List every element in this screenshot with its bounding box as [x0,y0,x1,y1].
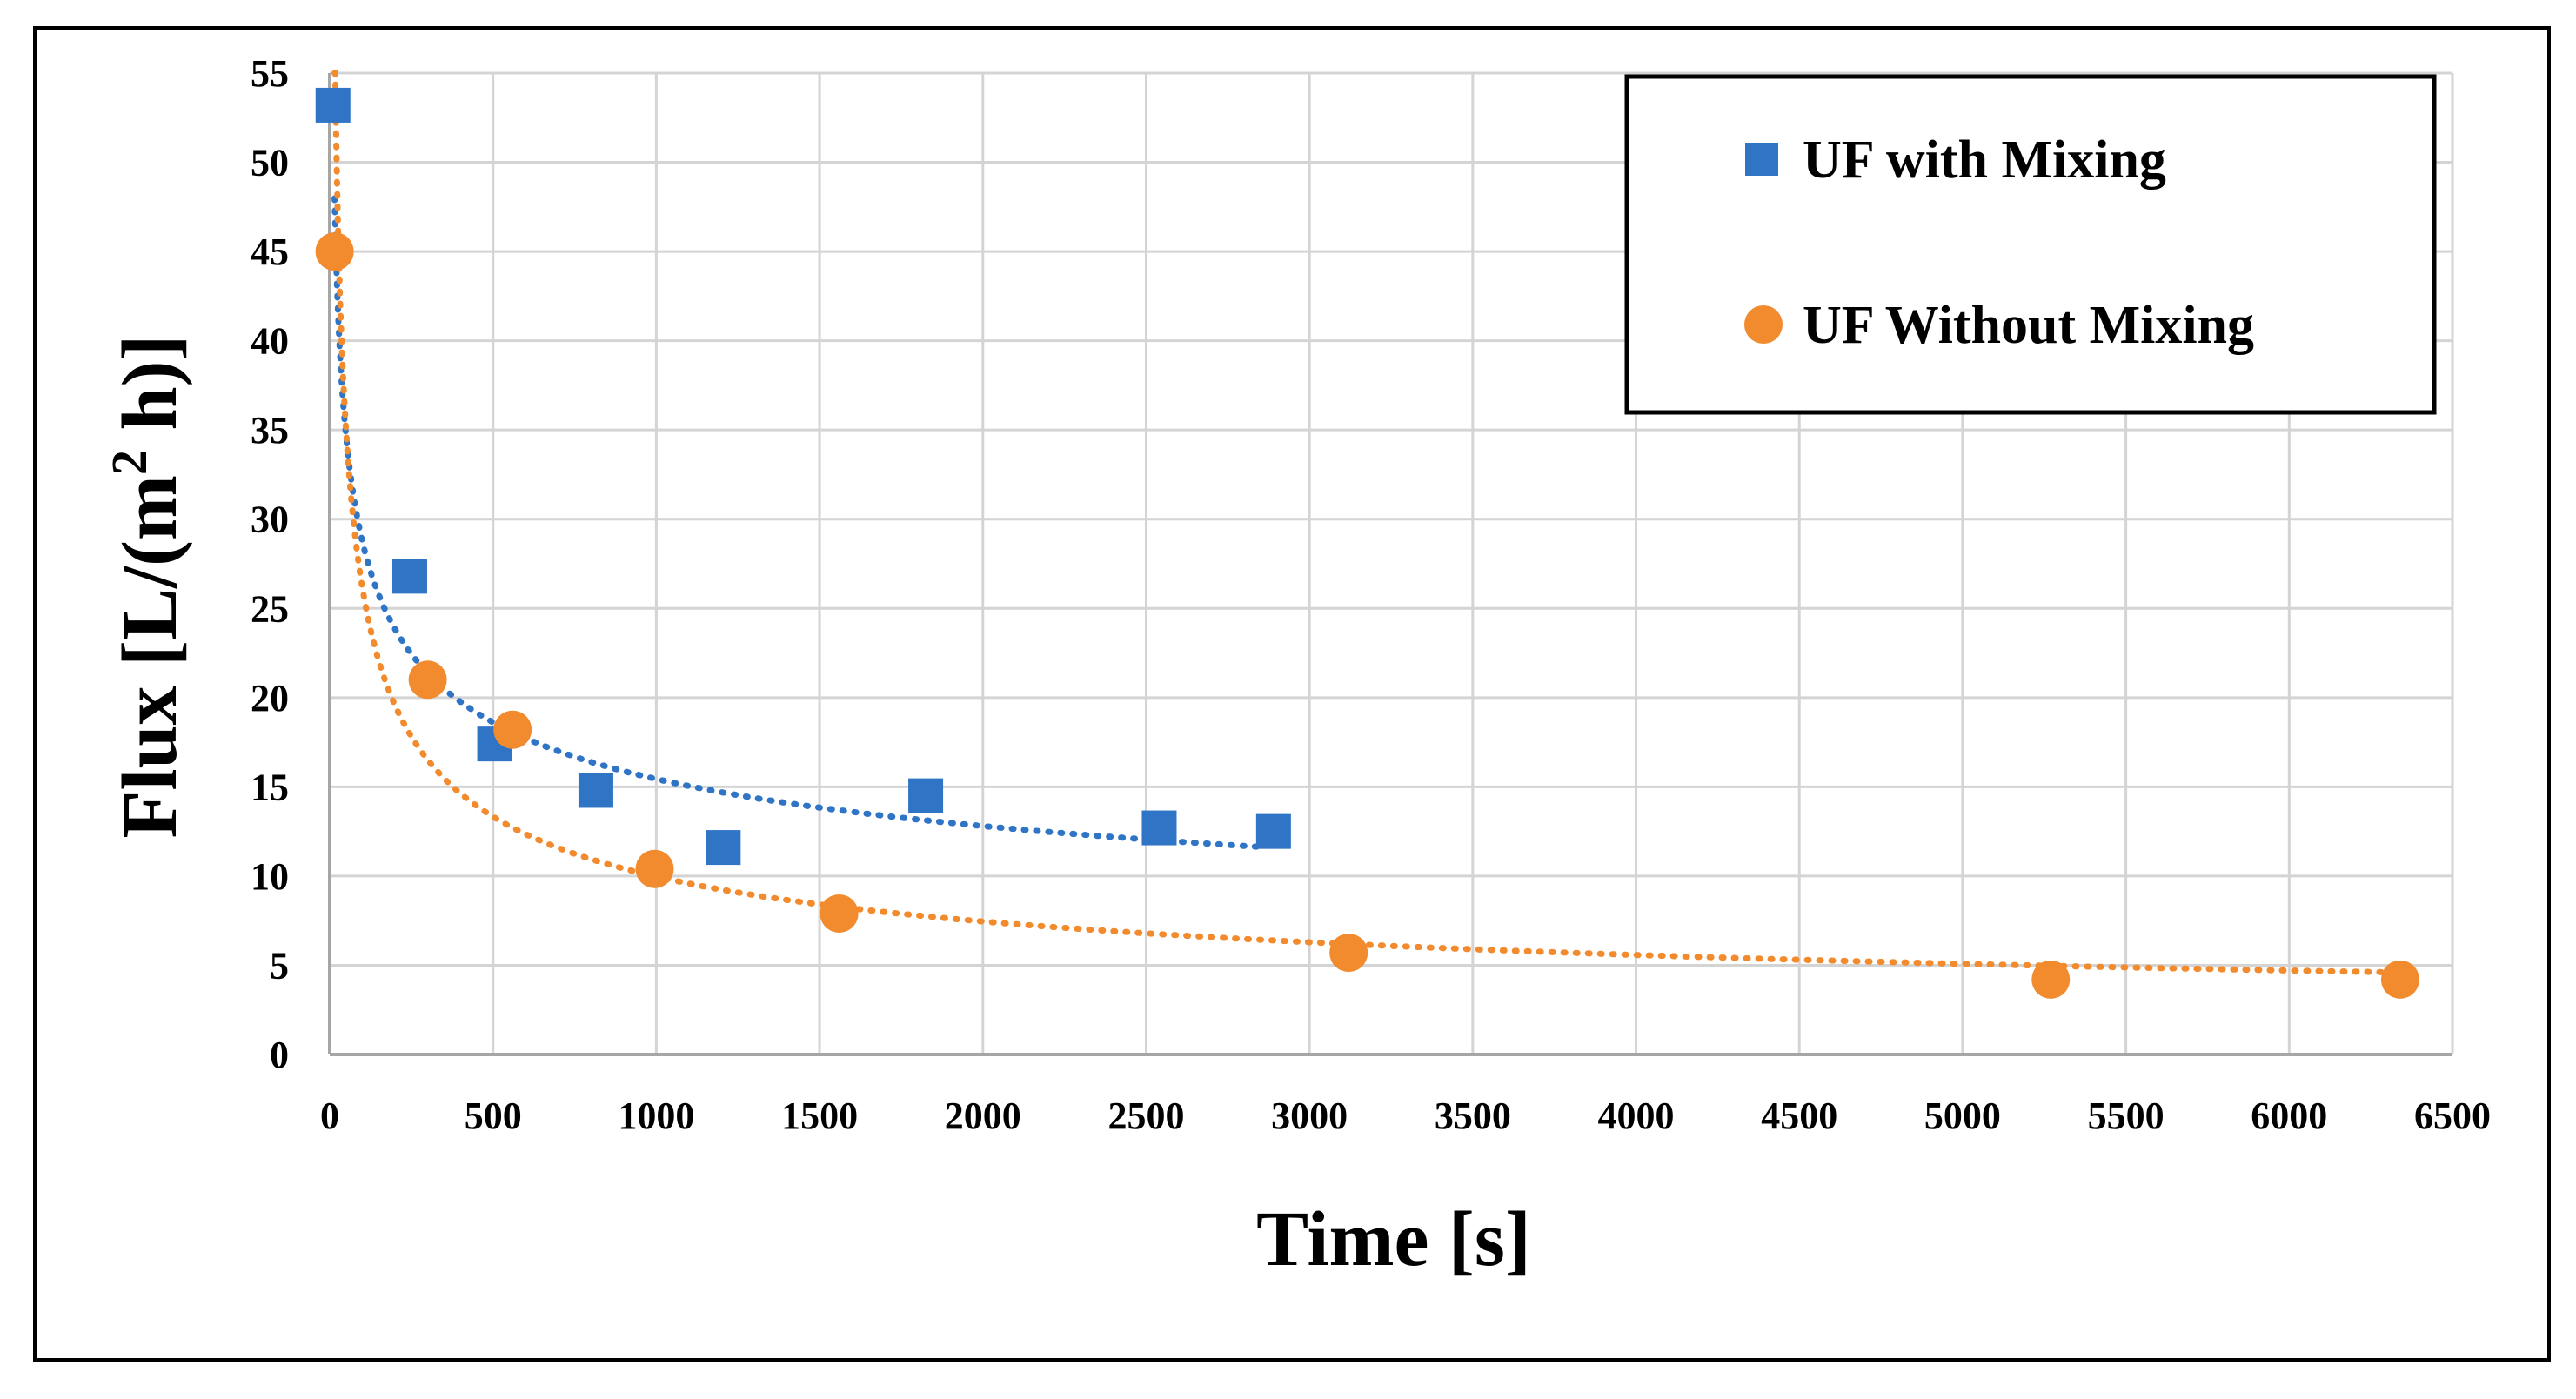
legend-label-uf-without-mixing: UF Without Mixing [1803,296,2254,355]
legend-label-uf-with-mixing: UF with Mixing [1803,131,2166,190]
data-point-without-mixing [635,849,674,888]
trendline-layer [331,70,2404,976]
legend-swatch-circle [1744,305,1783,344]
flux-chart: 0 5 10 15 20 25 30 35 40 45 50 55 0 500 1000 1500 2000 2… [101,52,2491,1282]
legend: UF with Mixing UF Without Mixing [1624,74,2437,415]
x-tick-label: 3000 [1271,1094,1348,1137]
data-point-without-mixing [2031,960,2071,999]
data-point-without-mixing [408,660,447,700]
x-axis-title: Time [s] [1256,1196,1531,1282]
trendline-square [331,195,1264,850]
x-tick-label: 2500 [1107,1094,1184,1137]
legend-box [1624,74,2437,415]
x-tick-label: 6500 [2414,1094,2491,1137]
x-tick-label: 500 [465,1094,522,1137]
data-point-layer [315,87,2419,999]
data-point-without-mixing [315,232,354,271]
data-point-with-mixing [706,830,741,866]
y-tick-label: 20 [251,677,289,720]
x-tick-label: 6000 [2251,1094,2327,1137]
y-axis-title-suffix: h)] [107,335,193,451]
y-tick-label: 50 [251,142,289,184]
data-point-without-mixing [2380,960,2419,999]
x-tick-label: 0 [320,1094,339,1137]
data-point-with-mixing [315,87,351,123]
y-axis-title-prefix: Flux [L/(m [107,475,193,838]
y-tick-label: 25 [251,587,289,630]
y-tick-label: 45 [251,231,289,273]
y-tick-label: 40 [251,320,289,363]
data-point-with-mixing [1141,810,1177,846]
x-tick-label: 3500 [1435,1094,1511,1137]
data-point-without-mixing [493,710,532,749]
y-axis-title: Flux [L/(m2 h)] [101,335,193,839]
y-tick-label: 30 [251,499,289,541]
x-tick-labels: 0 500 1000 1500 2000 2500 3000 3500 4000 4500 5000… [320,1094,2491,1137]
y-axis-title-superscript: 2 [101,450,157,475]
x-tick-label: 4500 [1761,1094,1837,1137]
data-point-with-mixing [1255,813,1291,849]
y-tick-label: 0 [270,1034,289,1076]
trendline-circle [331,70,2404,976]
x-tick-label: 4000 [1598,1094,1675,1137]
y-tick-label: 15 [251,766,289,808]
y-tick-label: 55 [251,52,289,95]
x-tick-label: 2000 [945,1094,1021,1137]
data-point-with-mixing [391,559,427,594]
x-tick-label: 5000 [1924,1094,2001,1137]
y-tick-label: 10 [251,855,289,898]
y-tick-label: 35 [251,409,289,452]
data-point-with-mixing [908,778,944,813]
data-point-with-mixing [578,773,613,808]
legend-swatch-square [1745,143,1778,176]
x-tick-label: 5500 [2088,1094,2165,1137]
y-tick-label: 5 [270,944,289,987]
chart-frame: 0 5 10 15 20 25 30 35 40 45 50 55 0 500 1000 1500 2000 2… [33,26,2551,1362]
x-tick-label: 1000 [618,1094,694,1137]
y-tick-labels: 0 5 10 15 20 25 30 35 40 45 50 55 [251,52,289,1076]
data-point-without-mixing [1329,934,1368,973]
x-tick-label: 1500 [781,1094,858,1137]
data-point-without-mixing [820,894,859,933]
